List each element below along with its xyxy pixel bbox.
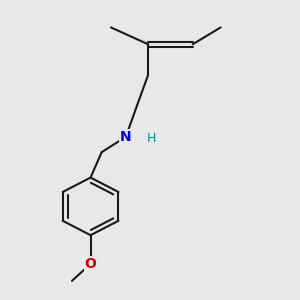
Text: O: O	[85, 257, 97, 271]
Text: N: N	[120, 130, 132, 144]
Text: H: H	[146, 132, 156, 145]
